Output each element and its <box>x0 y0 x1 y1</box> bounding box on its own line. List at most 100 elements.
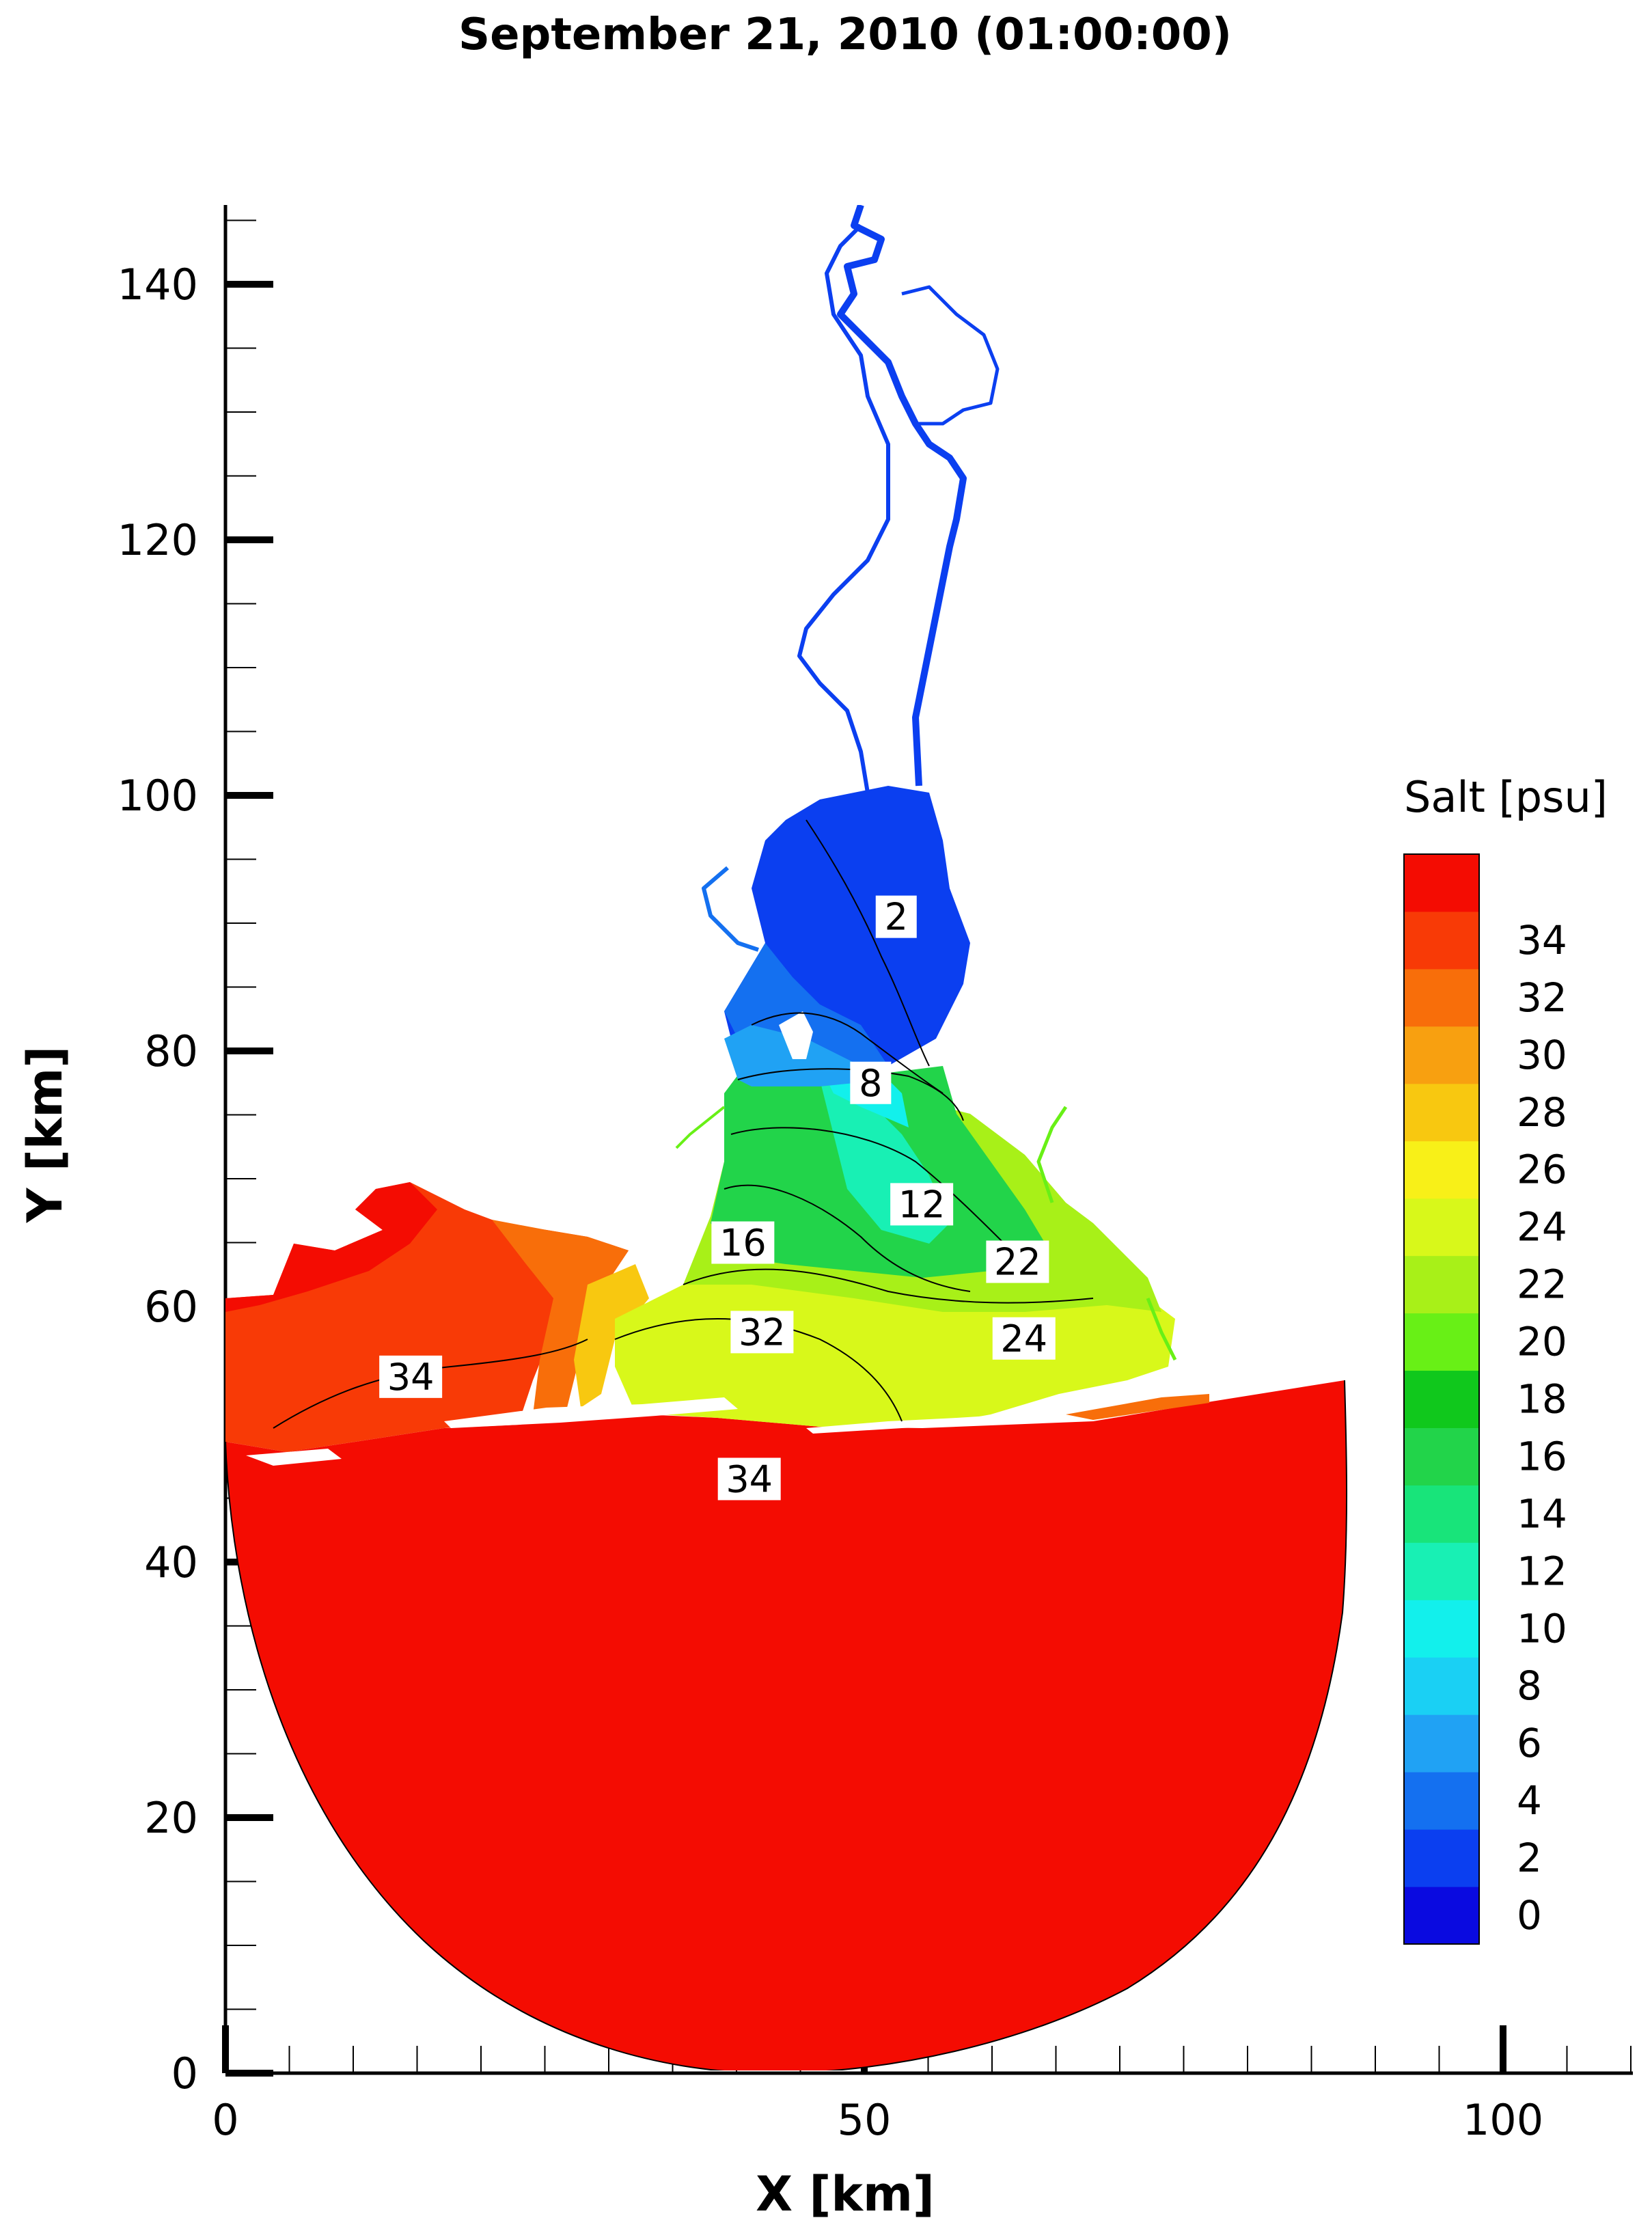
y-tick-label: 20 <box>144 1793 198 1843</box>
colorbar-segment <box>1404 1657 1479 1715</box>
barrier-island-mid <box>444 1397 738 1428</box>
colorbar-label: 20 <box>1517 1319 1567 1365</box>
barrier-island-east <box>806 1414 1011 1434</box>
colorbar-label: 14 <box>1517 1490 1567 1537</box>
colorbar-segment <box>1404 1198 1479 1257</box>
colorbar-label: 12 <box>1517 1548 1567 1594</box>
contour-label: 24 <box>1000 1317 1047 1360</box>
y-tick-label: 40 <box>144 1537 198 1587</box>
colorbar-label: 30 <box>1517 1032 1567 1078</box>
river-main-channel <box>837 205 967 786</box>
colorbar-label: 34 <box>1517 917 1567 963</box>
colorbar-segment <box>1404 968 1479 1027</box>
contour-label: 12 <box>898 1183 946 1226</box>
island <box>779 1011 813 1059</box>
colorbar-segment <box>1404 854 1479 912</box>
ocean-zone <box>225 1380 1347 2070</box>
contour-label-box <box>890 1183 954 1226</box>
colorbar-label: 28 <box>1517 1089 1567 1136</box>
colorbar-legend: Salt [psu] 02468101214161820222426283032… <box>1403 772 1608 1945</box>
river-east-channel <box>901 285 1000 426</box>
colorbar-label: 10 <box>1517 1605 1567 1652</box>
contour-line <box>683 1268 1094 1304</box>
contour-label-box <box>379 1355 443 1398</box>
colorbar-segment <box>1404 1255 1479 1314</box>
y-axis-ticks: 0 20 40 60 80 100 120 140 <box>118 219 273 2098</box>
x-axis-ticks: 0 50 100 <box>212 2025 1632 2145</box>
west-creek <box>675 1106 726 1149</box>
colorbar-segment <box>1404 1772 1479 1830</box>
colorbar-title: Salt [psu] <box>1404 772 1608 822</box>
colorbar-segment <box>1404 1600 1479 1658</box>
colorbar-frame <box>1403 853 1480 1945</box>
colorbar-segment <box>1404 1026 1479 1084</box>
colorbar-segment <box>1404 911 1479 970</box>
contour-line <box>724 1184 971 1292</box>
contour-label-box <box>992 1317 1056 1360</box>
contour-label: 2 <box>885 896 908 939</box>
east-creek <box>1036 1106 1068 1203</box>
ocean-outline <box>225 1380 1348 2070</box>
colorbar-label: 26 <box>1517 1147 1567 1193</box>
colorbar-segment <box>1404 1427 1479 1486</box>
east-spit <box>1066 1394 1209 1420</box>
contour-label-box <box>986 1240 1049 1283</box>
colorbar-label: 8 <box>1517 1662 1542 1709</box>
west-lagoon-orange-zone <box>492 1220 629 1414</box>
y-tick-label: 120 <box>118 515 198 565</box>
salinity-field: 2 8 12 16 22 24 32 34 34 <box>225 205 1348 2070</box>
colorbar-segment <box>1404 1714 1479 1773</box>
y-tick-label: 0 <box>171 2049 198 2098</box>
contour-label: 34 <box>387 1356 435 1399</box>
colorbar-segment <box>1404 1829 1479 1887</box>
contour-label: 22 <box>994 1241 1041 1284</box>
river-west-channel <box>797 223 890 793</box>
x-tick-label: 100 <box>1463 2095 1543 2145</box>
colorbar-segment <box>1404 1313 1479 1371</box>
x-axis-title: X [km] <box>756 2166 935 2222</box>
contour-line <box>751 1012 944 1094</box>
contour-lines <box>273 819 1094 1429</box>
contour-label: 34 <box>726 1457 773 1501</box>
colorbar-segment <box>1404 1083 1479 1142</box>
colorbar-segment <box>1404 1485 1479 1543</box>
contour-line <box>730 1127 1012 1251</box>
y-axis-title: Y [km] <box>17 1046 73 1224</box>
y-tick-label: 60 <box>144 1282 198 1332</box>
colorbar-label: 24 <box>1517 1204 1567 1250</box>
colorbar-label: 0 <box>1517 1892 1542 1939</box>
contour-label-box <box>875 895 917 938</box>
contour-label-box <box>717 1457 781 1501</box>
contour-line <box>737 1068 964 1121</box>
y-tick-label: 100 <box>118 771 198 821</box>
colorbar-label: 4 <box>1517 1777 1542 1824</box>
contour-labels: 2 8 12 16 22 24 32 34 34 <box>379 895 1056 1501</box>
colorbar-label: 32 <box>1517 974 1567 1021</box>
y-tick-label: 140 <box>118 260 198 310</box>
contour-label: 16 <box>719 1222 767 1265</box>
colorbar-label: 18 <box>1517 1376 1567 1423</box>
contour-line <box>614 1318 903 1422</box>
colorbar-segment <box>1404 1140 1479 1199</box>
x-tick-label: 50 <box>838 2095 892 2145</box>
west-lagoon-yellow-zone <box>574 1264 649 1408</box>
contour-label: 8 <box>859 1062 882 1105</box>
x-tick-label: 0 <box>212 2095 238 2145</box>
colorbar-label: 2 <box>1517 1835 1542 1881</box>
colorbar-label: 6 <box>1517 1720 1542 1766</box>
west-lagoon-34-zone <box>225 1182 437 1312</box>
east-bay-creek <box>1146 1298 1177 1361</box>
colorbar-segment <box>1404 1542 1479 1600</box>
contour-line <box>806 819 930 1067</box>
colorbar-label: 22 <box>1517 1261 1567 1308</box>
colorbar-segment <box>1404 1887 1479 1945</box>
river-side-channel <box>702 866 759 952</box>
barrier-island-west <box>246 1449 342 1466</box>
chart-title: September 21, 2010 (01:00:00) <box>458 10 1232 60</box>
colorbar-segment <box>1404 1370 1479 1428</box>
contour-label-box <box>711 1221 775 1264</box>
contour-label-box <box>730 1311 794 1354</box>
y-tick-label: 80 <box>144 1026 198 1076</box>
colorbar-label: 16 <box>1517 1433 1567 1479</box>
